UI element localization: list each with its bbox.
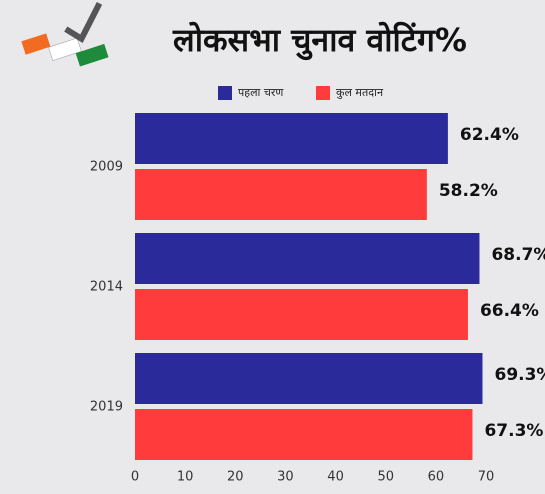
value-label: 66.4% (480, 301, 539, 321)
value-label: 62.4% (460, 125, 519, 145)
value-label: 69.3% (494, 365, 545, 385)
y-tick-label: 2019 (90, 400, 123, 415)
x-tick-label: 70 (478, 470, 495, 485)
logo-stripe (75, 43, 109, 67)
x-tick-label: 10 (177, 470, 194, 485)
bar (135, 353, 483, 404)
x-tick-label: 60 (428, 470, 445, 485)
value-label: 67.3% (484, 421, 543, 441)
chart-title: लोकसभा चुनाव वोटिंग% (172, 21, 467, 61)
y-tick-label: 2009 (90, 160, 123, 175)
logo-stripe (21, 33, 51, 55)
x-tick-label: 0 (131, 470, 139, 485)
value-label: 58.2% (439, 181, 498, 201)
x-tick-label: 20 (227, 470, 244, 485)
value-label: 68.7% (491, 245, 545, 265)
logo-check (64, 2, 103, 43)
bar (135, 113, 448, 164)
x-tick-label: 40 (327, 470, 344, 485)
y-tick-label: 2014 (90, 280, 123, 295)
bar (135, 169, 427, 220)
bar (135, 409, 473, 460)
x-tick-label: 30 (277, 470, 294, 485)
bar (135, 233, 480, 284)
logo (21, 2, 109, 67)
x-tick-label: 50 (377, 470, 394, 485)
legend-swatch (316, 86, 330, 100)
legend-label: पहला चरण (238, 86, 284, 99)
logo-stripe (48, 37, 82, 61)
legend-swatch (218, 86, 232, 100)
bar (135, 289, 468, 340)
legend-label: कुल मतदान (336, 86, 384, 99)
